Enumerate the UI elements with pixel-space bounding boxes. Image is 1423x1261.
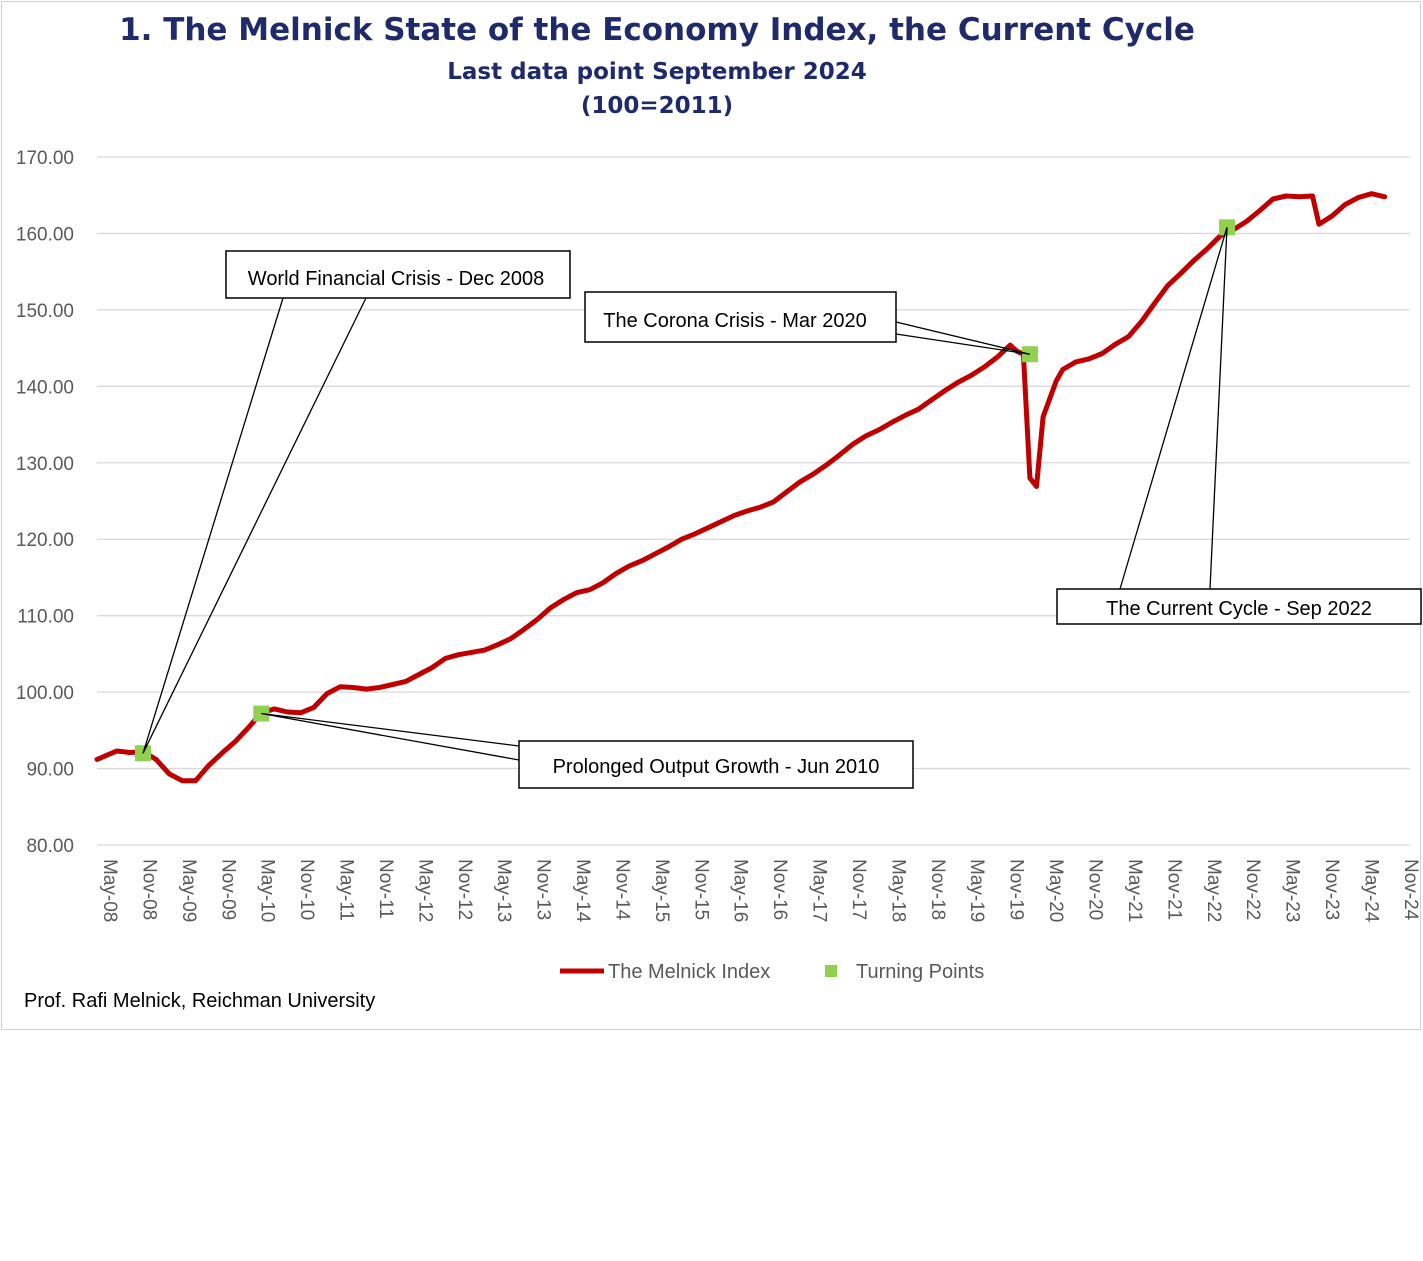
y-tick-label: 120.00 — [16, 530, 74, 551]
callout-leader — [1119, 227, 1228, 590]
x-tick-label: May-17 — [809, 859, 830, 922]
x-tick-label: May-12 — [414, 859, 435, 922]
x-tick-label: Nov-21 — [1163, 859, 1184, 920]
y-tick-label: 80.00 — [26, 836, 74, 857]
series-line-melnick-index — [94, 191, 1388, 784]
x-tick-label: May-23 — [1282, 859, 1303, 922]
x-tick-label: May-24 — [1360, 859, 1381, 923]
x-tick-label: Nov-24 — [1400, 859, 1421, 921]
x-tick-label: Nov-08 — [138, 859, 159, 920]
x-tick-label: May-09 — [178, 859, 199, 922]
y-tick-label: 130.00 — [16, 454, 74, 475]
callout-label: The Corona Crisis - Mar 2020 — [603, 310, 866, 332]
x-tick-label: Nov-14 — [611, 859, 632, 921]
gridlines — [97, 156, 1410, 846]
x-tick-label: May-10 — [257, 859, 278, 922]
chart-subtitle: Last data point September 2024 — [447, 59, 867, 85]
callout-label: Prolonged Output Growth - Jun 2010 — [553, 756, 880, 778]
x-tick-label: Nov-10 — [296, 859, 317, 920]
x-tick-label: May-14 — [572, 859, 593, 923]
y-tick-label: 90.00 — [26, 760, 74, 781]
legend: The Melnick Index Turning Points — [560, 961, 984, 983]
y-tick-label: 160.00 — [16, 224, 74, 245]
callout-box — [584, 291, 897, 343]
legend-label-turning: Turning Points — [856, 961, 984, 983]
plot-area — [94, 191, 1388, 784]
x-tick-label: Nov-22 — [1242, 859, 1263, 920]
callout-leader — [142, 297, 367, 754]
x-tick-label: Nov-15 — [690, 859, 711, 920]
legend-label-index: The Melnick Index — [608, 961, 770, 983]
x-tick-label: Nov-19 — [1006, 859, 1027, 920]
callout-box — [1056, 588, 1422, 625]
x-tick-label: May-19 — [966, 859, 987, 922]
x-tick-label: Nov-16 — [769, 859, 790, 920]
callout-leader — [261, 712, 520, 761]
x-tick-label: Nov-23 — [1321, 859, 1342, 920]
x-tick-label: May-22 — [1203, 859, 1224, 922]
callout-leaders — [142, 227, 1228, 761]
y-axis: 80.00 90.00 100.00 110.00 120.00 130.00 140.00… — [16, 148, 74, 857]
callout-label: The Current Cycle - Sep 2022 — [1106, 598, 1372, 620]
callout-box — [518, 740, 914, 789]
y-tick-label: 110.00 — [17, 607, 74, 628]
chart-frame — [1, 1, 1421, 1030]
x-tick-label: Nov-20 — [1085, 859, 1106, 920]
x-tick-label: Nov-18 — [927, 859, 948, 920]
x-tick-label: May-11 — [336, 859, 357, 921]
chart-title: 1. The Melnick State of the Economy Inde… — [119, 12, 1195, 48]
y-tick-label: 150.00 — [16, 301, 74, 322]
x-tick-label: Nov-13 — [533, 859, 554, 920]
legend-marker-swatch — [825, 965, 837, 977]
x-tick-label: May-08 — [99, 859, 120, 922]
y-tick-label: 140.00 — [16, 377, 74, 398]
x-tick-label: Nov-17 — [848, 859, 869, 920]
callout-box — [225, 250, 571, 299]
chart-subtitle-base: (100=2011) — [581, 93, 733, 119]
callout-label: World Financial Crisis - Dec 2008 — [248, 268, 544, 290]
callout-leader — [895, 321, 1031, 355]
x-tick-label: May-20 — [1045, 859, 1066, 922]
x-tick-label: May-15 — [651, 859, 672, 922]
callouts: World Financial Crisis - Dec 2008 Prolong… — [225, 250, 1422, 789]
chart-credit: Prof. Rafi Melnick, Reichman University — [24, 990, 375, 1012]
x-tick-label: May-16 — [730, 859, 751, 922]
x-tick-label: Nov-12 — [454, 859, 475, 920]
x-tick-label: May-21 — [1124, 859, 1145, 922]
turning-point-marker — [253, 705, 270, 722]
x-tick-label: May-13 — [493, 859, 514, 922]
x-tick-label: Nov-09 — [217, 859, 238, 920]
x-tick-label: May-18 — [887, 859, 908, 922]
turning-point-marker — [1021, 346, 1038, 363]
y-tick-label: 170.00 — [16, 148, 74, 169]
y-tick-label: 100.00 — [16, 683, 74, 704]
x-tick-label: Nov-11 — [375, 859, 396, 919]
x-axis: May-08 Nov-08 May-09 Nov-09 May-10 Nov-10 May-… — [99, 859, 1421, 923]
